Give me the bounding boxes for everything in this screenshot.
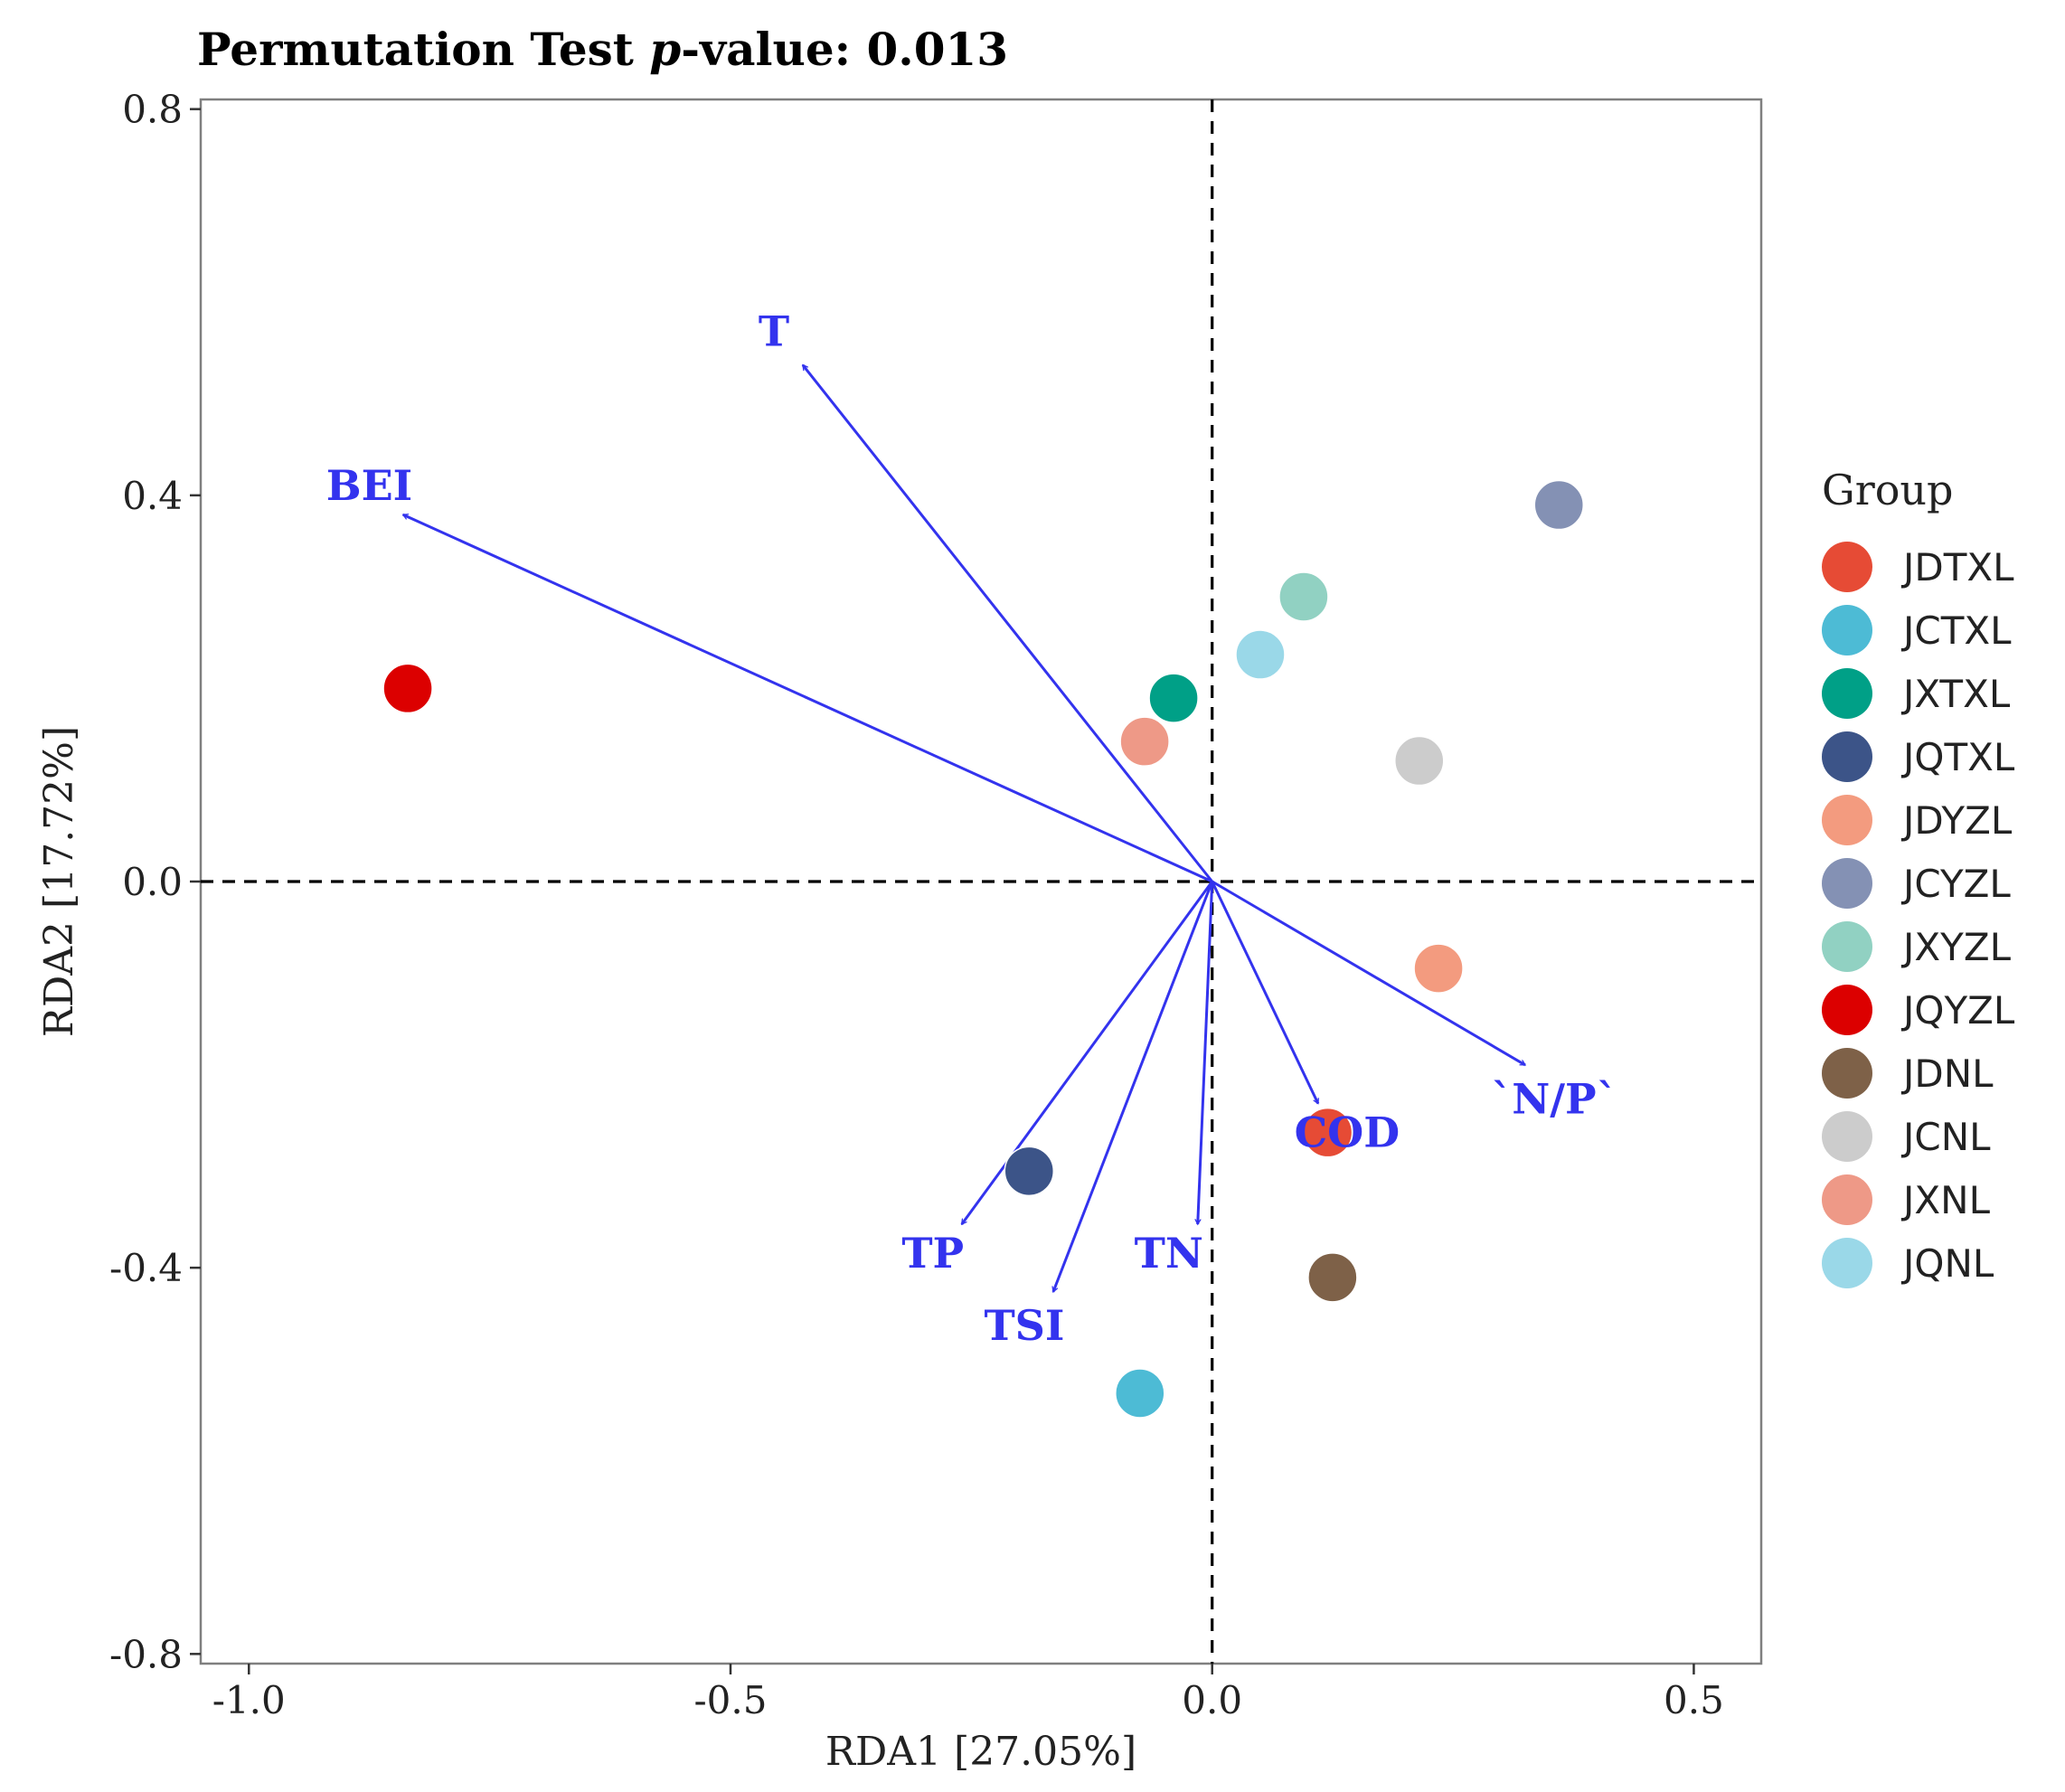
vector-label-tsi: TSI (984, 1301, 1064, 1350)
legend: Group JDTXL JCTXL JXTXL JQTXL JDYZL JCYZL JXYZ… (1822, 466, 2015, 1288)
vector-label-t: T (759, 307, 789, 355)
vector-label-np: `N/P` (1491, 1074, 1617, 1123)
point-jcnl (1394, 735, 1445, 787)
legend-label-jdtxl: JDTXL (1900, 545, 2014, 589)
point-jcyzl (1533, 479, 1585, 531)
legend-title: Group (1822, 466, 1954, 514)
vector-arrow-bei (403, 513, 1213, 883)
point-jqnl (1235, 629, 1286, 680)
vectors-layer (403, 365, 1525, 1292)
vector-label-tn: TN (1135, 1229, 1203, 1278)
point-jqtxl (1004, 1146, 1055, 1197)
vector-arrow-t (801, 365, 1213, 882)
point-jdyzl (1413, 943, 1464, 994)
legend-label-jqyzl: JQYZL (1900, 988, 2015, 1033)
x-tick-label: -1.0 (212, 1678, 286, 1722)
vector-label-bei: BEI (326, 461, 412, 510)
y-tick-label: -0.8 (109, 1632, 183, 1676)
vector-arrow-tsi (1053, 881, 1214, 1292)
x-tick-label: 0.5 (1664, 1678, 1724, 1722)
legend-label-jdnl: JDNL (1900, 1052, 1994, 1096)
point-jctxl (1115, 1368, 1165, 1419)
y-axis: -0.8 -0.4 0.0 0.4 0.8 (109, 88, 201, 1676)
point-jdtxl (1302, 1107, 1353, 1158)
x-tick-label: -0.5 (693, 1678, 767, 1722)
y-tick-label: 0.8 (122, 88, 183, 132)
legend-key-jcnl (1822, 1111, 1872, 1162)
legend-key-jcyzl (1822, 858, 1872, 909)
legend-label-jxtxl: JXTXL (1900, 672, 2011, 716)
legend-label-jxnl: JXNL (1900, 1178, 1991, 1222)
x-axis-title: RDA1 [27.05%] (825, 1729, 1136, 1775)
point-jdnl (1307, 1252, 1358, 1303)
x-tick-label: 0.0 (1182, 1678, 1242, 1722)
vector-arrow-tn (1198, 881, 1214, 1224)
y-axis-title: RDA2 [17.72%] (36, 726, 82, 1037)
legend-label-jxyzl: JXYZL (1900, 925, 2012, 969)
y-tick-label: 0.4 (122, 474, 183, 518)
points-layer (382, 479, 1585, 1419)
plot-panel (199, 98, 1763, 1665)
legend-label-jqtxl: JQTXL (1900, 735, 2015, 779)
vector-labels: T BEI `N/P` COD TN TP TSI (326, 307, 1617, 1350)
legend-key-jdyzl (1822, 795, 1872, 845)
point-jxtxl (1148, 673, 1199, 723)
legend-key-jxnl (1822, 1174, 1872, 1225)
legend-key-jxyzl (1822, 921, 1872, 972)
y-tick-label: 0.0 (122, 860, 183, 904)
legend-label-jctxl: JCTXL (1900, 608, 2012, 653)
point-jxyzl (1278, 571, 1329, 622)
chart-title: Permutation Test p-value: 0.013 (197, 23, 1008, 76)
y-tick-label: -0.4 (109, 1246, 183, 1290)
legend-key-jqyzl (1822, 985, 1872, 1035)
legend-key-jdtxl (1822, 542, 1872, 592)
legend-key-jctxl (1822, 605, 1872, 655)
vector-arrow-cod (1211, 881, 1320, 1104)
chart-title-prefix: Permutation Test (197, 23, 649, 76)
legend-key-jdnl (1822, 1048, 1872, 1099)
x-axis: -1.0 -0.5 0.0 0.5 (212, 1664, 1724, 1722)
chart-title-italic: p (649, 23, 681, 76)
legend-label-jcnl: JCNL (1900, 1115, 1991, 1159)
legend-key-jxtxl (1822, 668, 1872, 719)
legend-label-jdyzl: JDYZL (1900, 798, 2013, 843)
point-jqyzl (382, 663, 433, 714)
legend-label-jqnl: JQNL (1900, 1241, 1994, 1286)
legend-label-jcyzl: JCYZL (1900, 862, 2011, 906)
vector-label-cod: COD (1295, 1108, 1400, 1157)
legend-key-jqtxl (1822, 731, 1872, 782)
vector-arrow-tp (960, 881, 1213, 1224)
vector-arrow-np (1211, 880, 1525, 1067)
vector-label-tp: TP (901, 1229, 964, 1278)
point-jxnl (1119, 716, 1170, 767)
chart-title-suffix: -value: 0.013 (681, 23, 1008, 76)
legend-key-jqnl (1822, 1238, 1872, 1288)
